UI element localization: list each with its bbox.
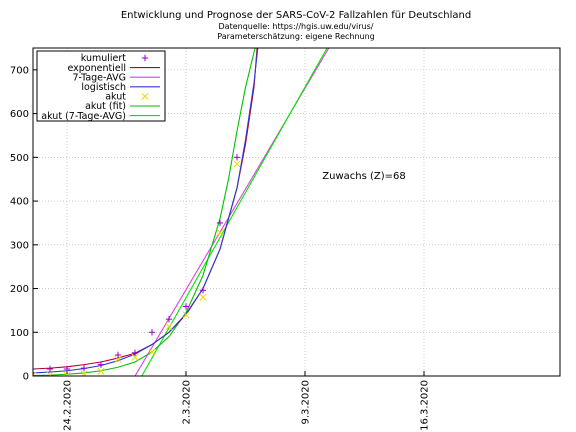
data-point-akut — [97, 367, 105, 375]
chart-title: Entwicklung und Prognose der SARS-CoV-2 … — [121, 10, 471, 21]
plot-frame — [32, 47, 561, 377]
y-tick-label: 100 — [10, 328, 29, 339]
data-point-kumuliert — [165, 315, 173, 323]
chart-subtitle-line-1: Datenquelle: https://hgis.uw.edu/virus/ — [219, 22, 374, 31]
legend-swatch-akut — [141, 92, 149, 100]
series-group — [33, 48, 330, 376]
data-point-akut — [46, 371, 54, 376]
data-point-kumuliert — [131, 349, 139, 357]
x-tick-label: 16.3.2020 — [420, 380, 431, 431]
x-tick-label: 24.2.2020 — [63, 380, 74, 431]
data-point-kumuliert — [80, 364, 88, 372]
data-point-kumuliert — [148, 329, 156, 336]
data-point-akut — [114, 355, 122, 363]
data-point-kumuliert — [114, 351, 122, 359]
legend: kumuliertexponentiell7-Tage-AVGlogistisc… — [36, 50, 166, 122]
data-point-akut — [148, 348, 156, 356]
legend-label-exponentiell: exponentiell — [67, 63, 126, 74]
data-point-akut — [216, 229, 224, 237]
legend-label-akut-fit: akut (fit) — [85, 101, 126, 112]
legend-label-akut: akut — [105, 92, 126, 103]
data-point-akut — [33, 371, 37, 376]
y-tick-label: 400 — [10, 197, 29, 208]
data-point-kumuliert — [216, 219, 224, 227]
series-line-akut-7-tage-avg — [141, 48, 328, 376]
data-point-akut — [182, 311, 190, 319]
legend-label-kumuliert: kumuliert — [81, 53, 127, 64]
legend-swatch-kumuliert — [141, 54, 149, 62]
series-line-logistisch — [33, 48, 259, 374]
data-point-kumuliert — [182, 303, 190, 310]
series-markers-akut — [33, 160, 241, 376]
data-point-akut — [165, 323, 173, 331]
legend-box — [36, 50, 166, 122]
data-point-akut — [63, 371, 71, 376]
y-tick-label: 0 — [23, 372, 29, 383]
y-tick-label: 300 — [10, 240, 29, 251]
growth-annotation: Zuwachs (Z)=68 — [322, 171, 405, 182]
data-point-akut — [199, 293, 207, 301]
x-tick-label: 2.3.2020 — [182, 380, 193, 425]
y-tick-label: 600 — [10, 109, 29, 120]
series-markers-kumuliert — [33, 154, 241, 373]
legend-label-7-tage-avg: 7-Tage-AVG — [73, 72, 127, 83]
axis-ticks: 0 100 200 300 400 500 600 700 24.2.2020 2.3.2020 9… — [10, 65, 431, 431]
data-point-kumuliert — [63, 365, 71, 373]
y-tick-label: 500 — [10, 153, 29, 164]
data-point-akut — [131, 353, 139, 361]
y-tick-label: 200 — [10, 284, 29, 295]
chart-subtitle-line-2: Parameterschätzung: eigene Rechnung — [217, 32, 375, 41]
chart-title-block: Entwicklung und Prognose der SARS-CoV-2 … — [121, 10, 471, 41]
legend-label-logistisch: logistisch — [81, 82, 126, 93]
legend-label-akut-7-tage-avg: akut (7-Tage-AVG) — [41, 111, 126, 122]
data-point-kumuliert — [46, 365, 54, 373]
x-tick-label: 9.3.2020 — [301, 380, 312, 425]
data-point-kumuliert — [199, 287, 207, 294]
data-point-kumuliert — [233, 154, 241, 161]
data-point-kumuliert — [33, 365, 37, 373]
y-tick-label: 700 — [10, 65, 29, 76]
data-point-kumuliert — [97, 361, 105, 368]
data-point-akut — [233, 160, 241, 168]
series-line-akut-fit — [33, 48, 256, 376]
